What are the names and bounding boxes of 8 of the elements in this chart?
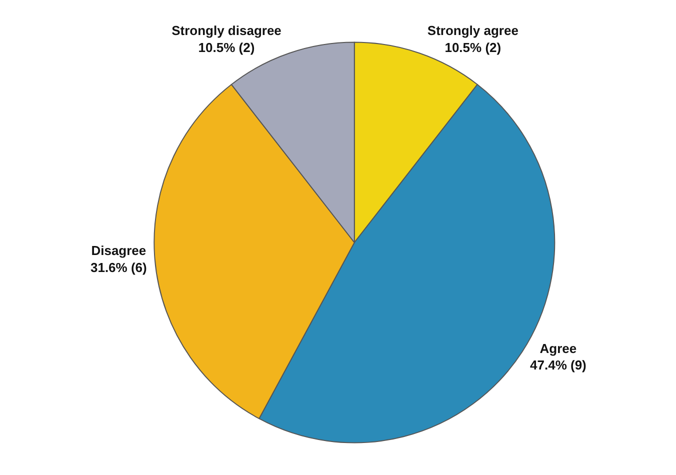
slice-label: Agree [540,340,577,356]
data-label: 10.5% (2) [444,40,502,55]
data-label: 10.5% (2) [198,40,255,55]
slice-label: Strongly agree [427,22,518,38]
slice-label: Disagree [91,243,146,258]
data-label: 31.6% (6) [90,260,147,276]
data-label: 47.4% (9) [530,358,586,373]
slice-label: Strongly disagree [172,22,282,38]
